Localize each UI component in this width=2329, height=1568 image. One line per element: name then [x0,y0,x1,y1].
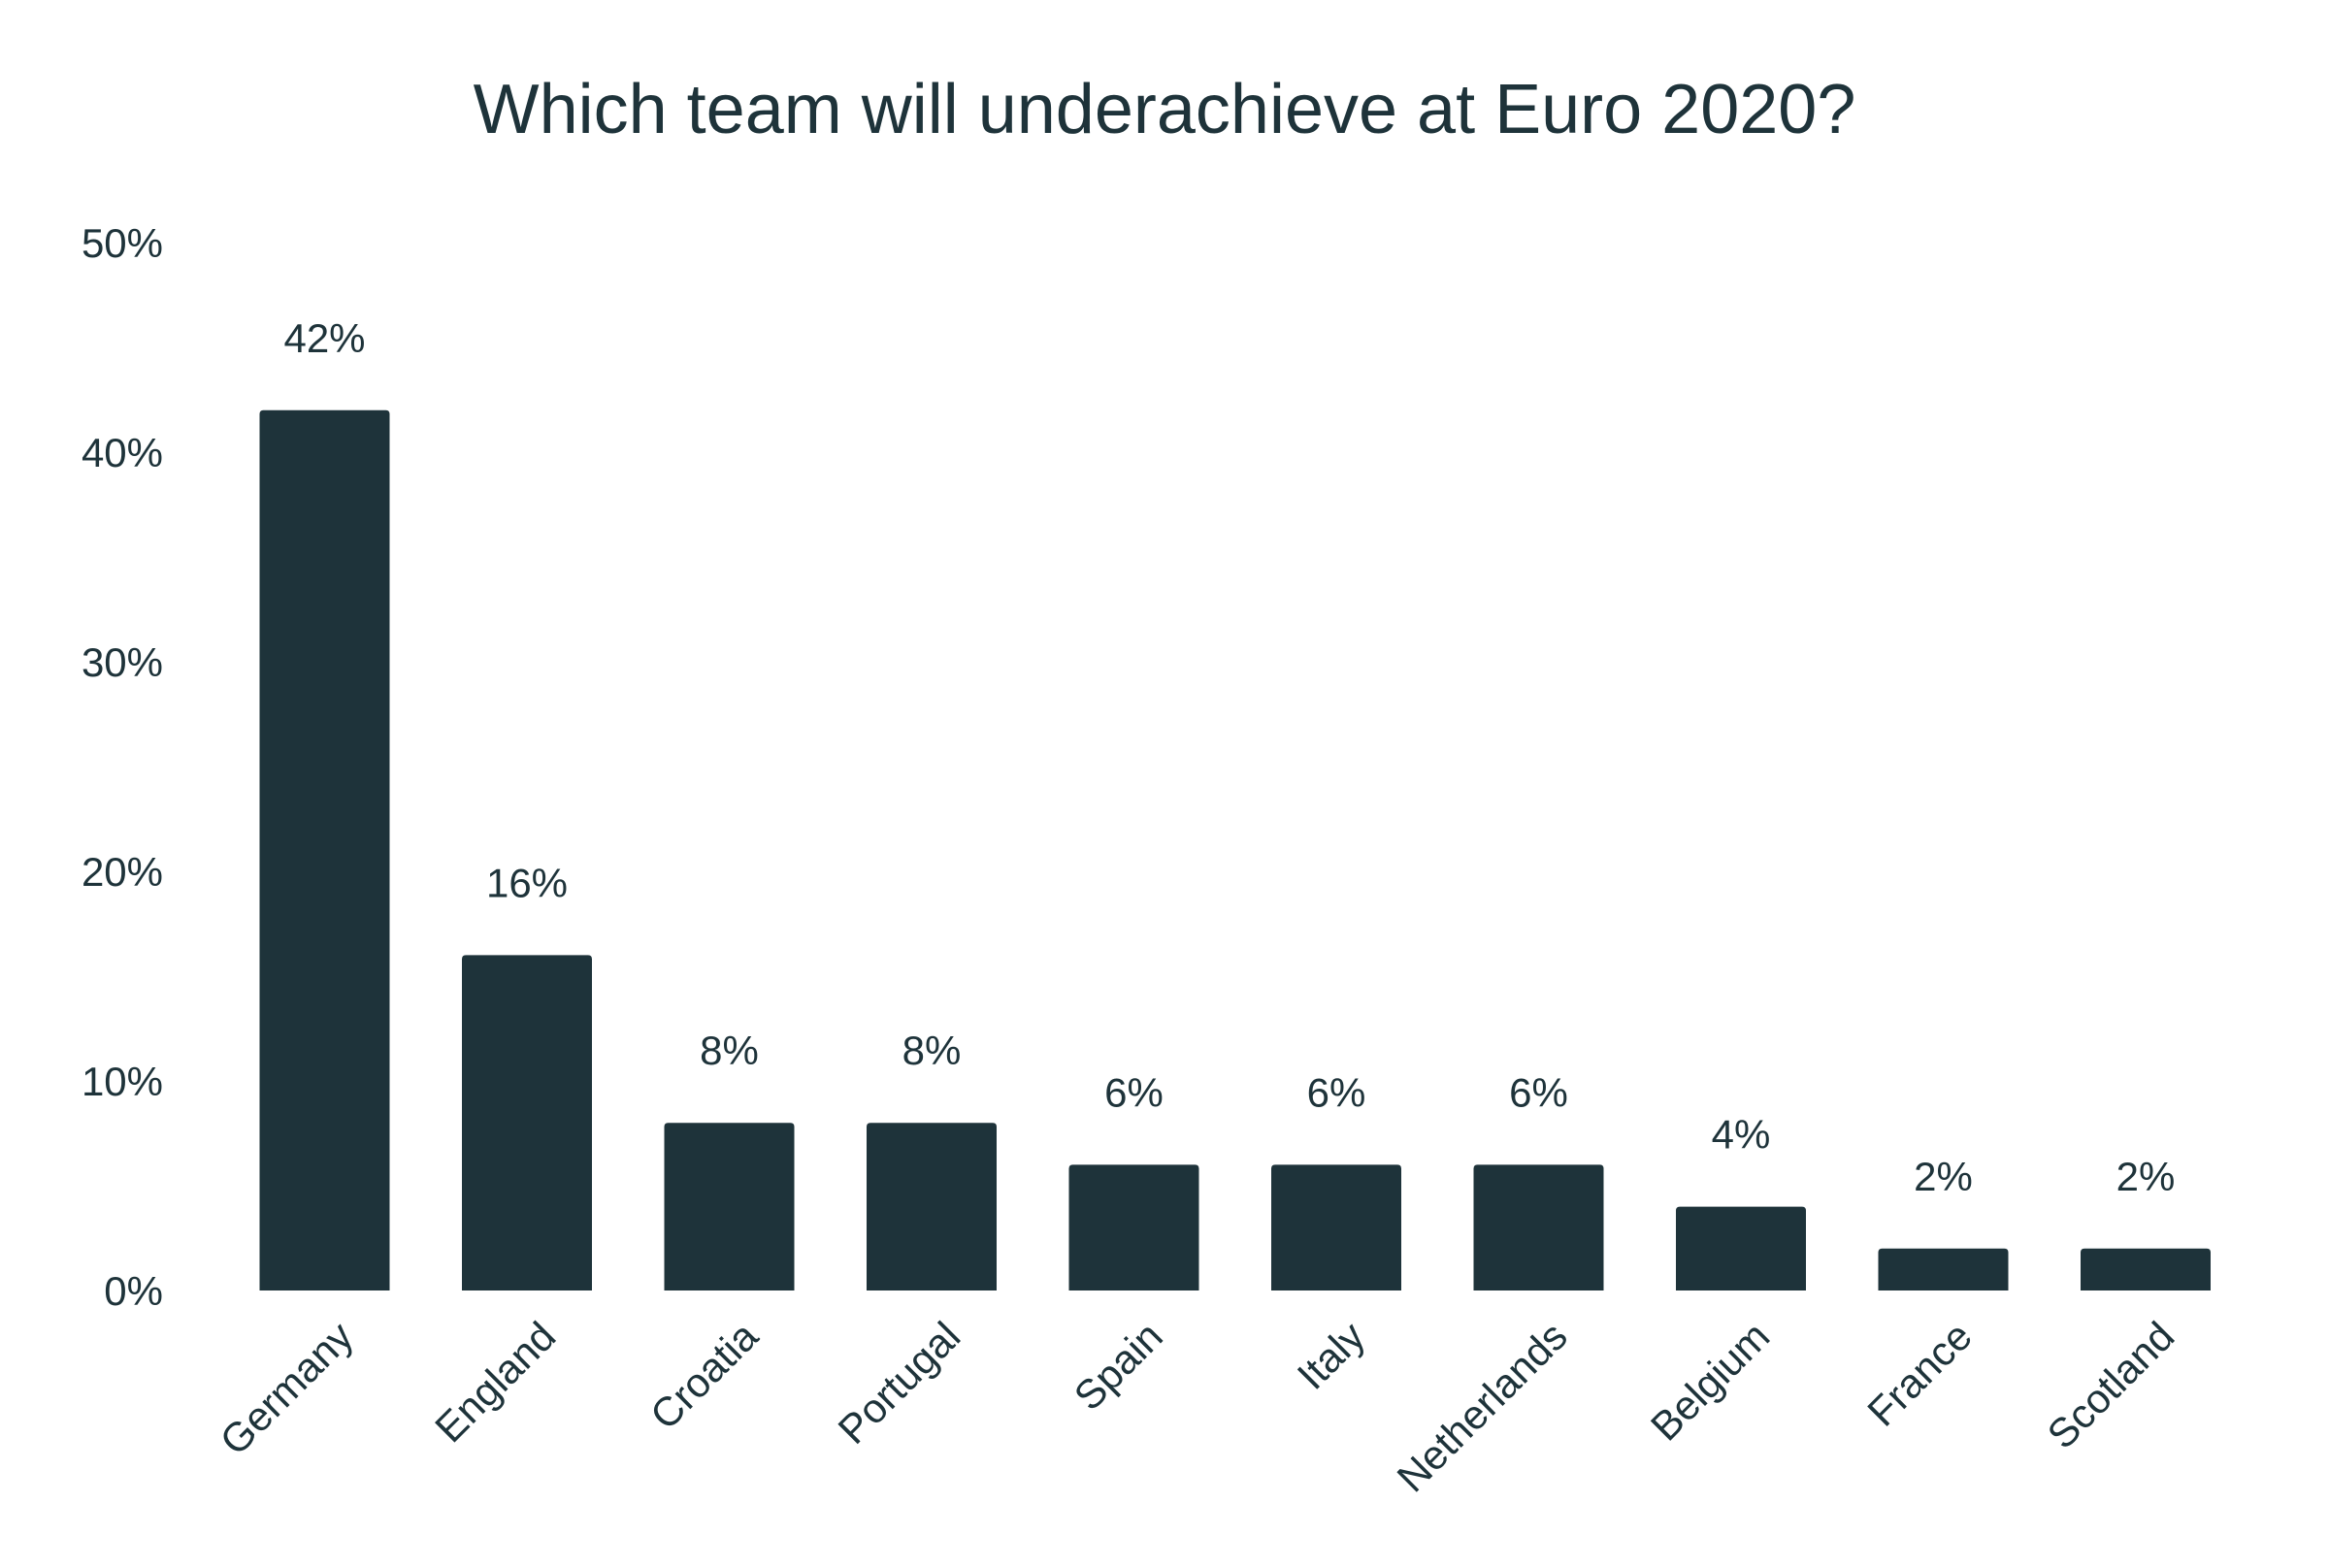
data-label: 2% [1914,1154,1973,1199]
y-tick-label: 40% [82,430,163,475]
x-tick-label: Belgium [1642,1313,1779,1450]
y-tick-label: 20% [82,849,163,895]
bar [259,409,390,1290]
data-label: 2% [2116,1154,2176,1199]
x-tick-label: Italy [1289,1313,1374,1398]
bar [1676,1206,1806,1290]
bar [1068,1164,1199,1290]
chart-title: Which team will underachieve at Euro 202… [473,71,1856,148]
x-tick-label: Scotland [2039,1313,2183,1457]
y-tick-label: 0% [104,1268,163,1314]
x-tick-label: France [1858,1313,1981,1435]
y-tick-label: 30% [82,639,163,685]
data-label: 42% [283,315,365,361]
x-tick-label: Croatia [641,1313,767,1438]
data-label: 8% [700,1028,759,1073]
bar [1878,1248,2009,1290]
data-label: 6% [1104,1069,1164,1115]
bar [1271,1164,1401,1290]
data-label: 6% [1509,1069,1568,1115]
x-tick-label: Netherlands [1388,1313,1575,1500]
bar [2081,1248,2211,1290]
bar [867,1123,997,1290]
x-tick-label: Germany [211,1313,361,1463]
bar [1473,1164,1604,1290]
x-tick-label: Spain [1066,1313,1171,1419]
y-tick-label: 10% [82,1059,163,1104]
bar [462,955,592,1290]
data-label: 8% [902,1028,962,1073]
x-tick-label: Portugal [830,1313,969,1453]
y-tick-label: 50% [82,220,163,266]
x-tick-label: England [426,1313,564,1451]
data-label: 6% [1307,1069,1366,1115]
data-label: 16% [486,860,568,905]
bar [664,1123,795,1290]
data-label: 4% [1712,1112,1771,1158]
